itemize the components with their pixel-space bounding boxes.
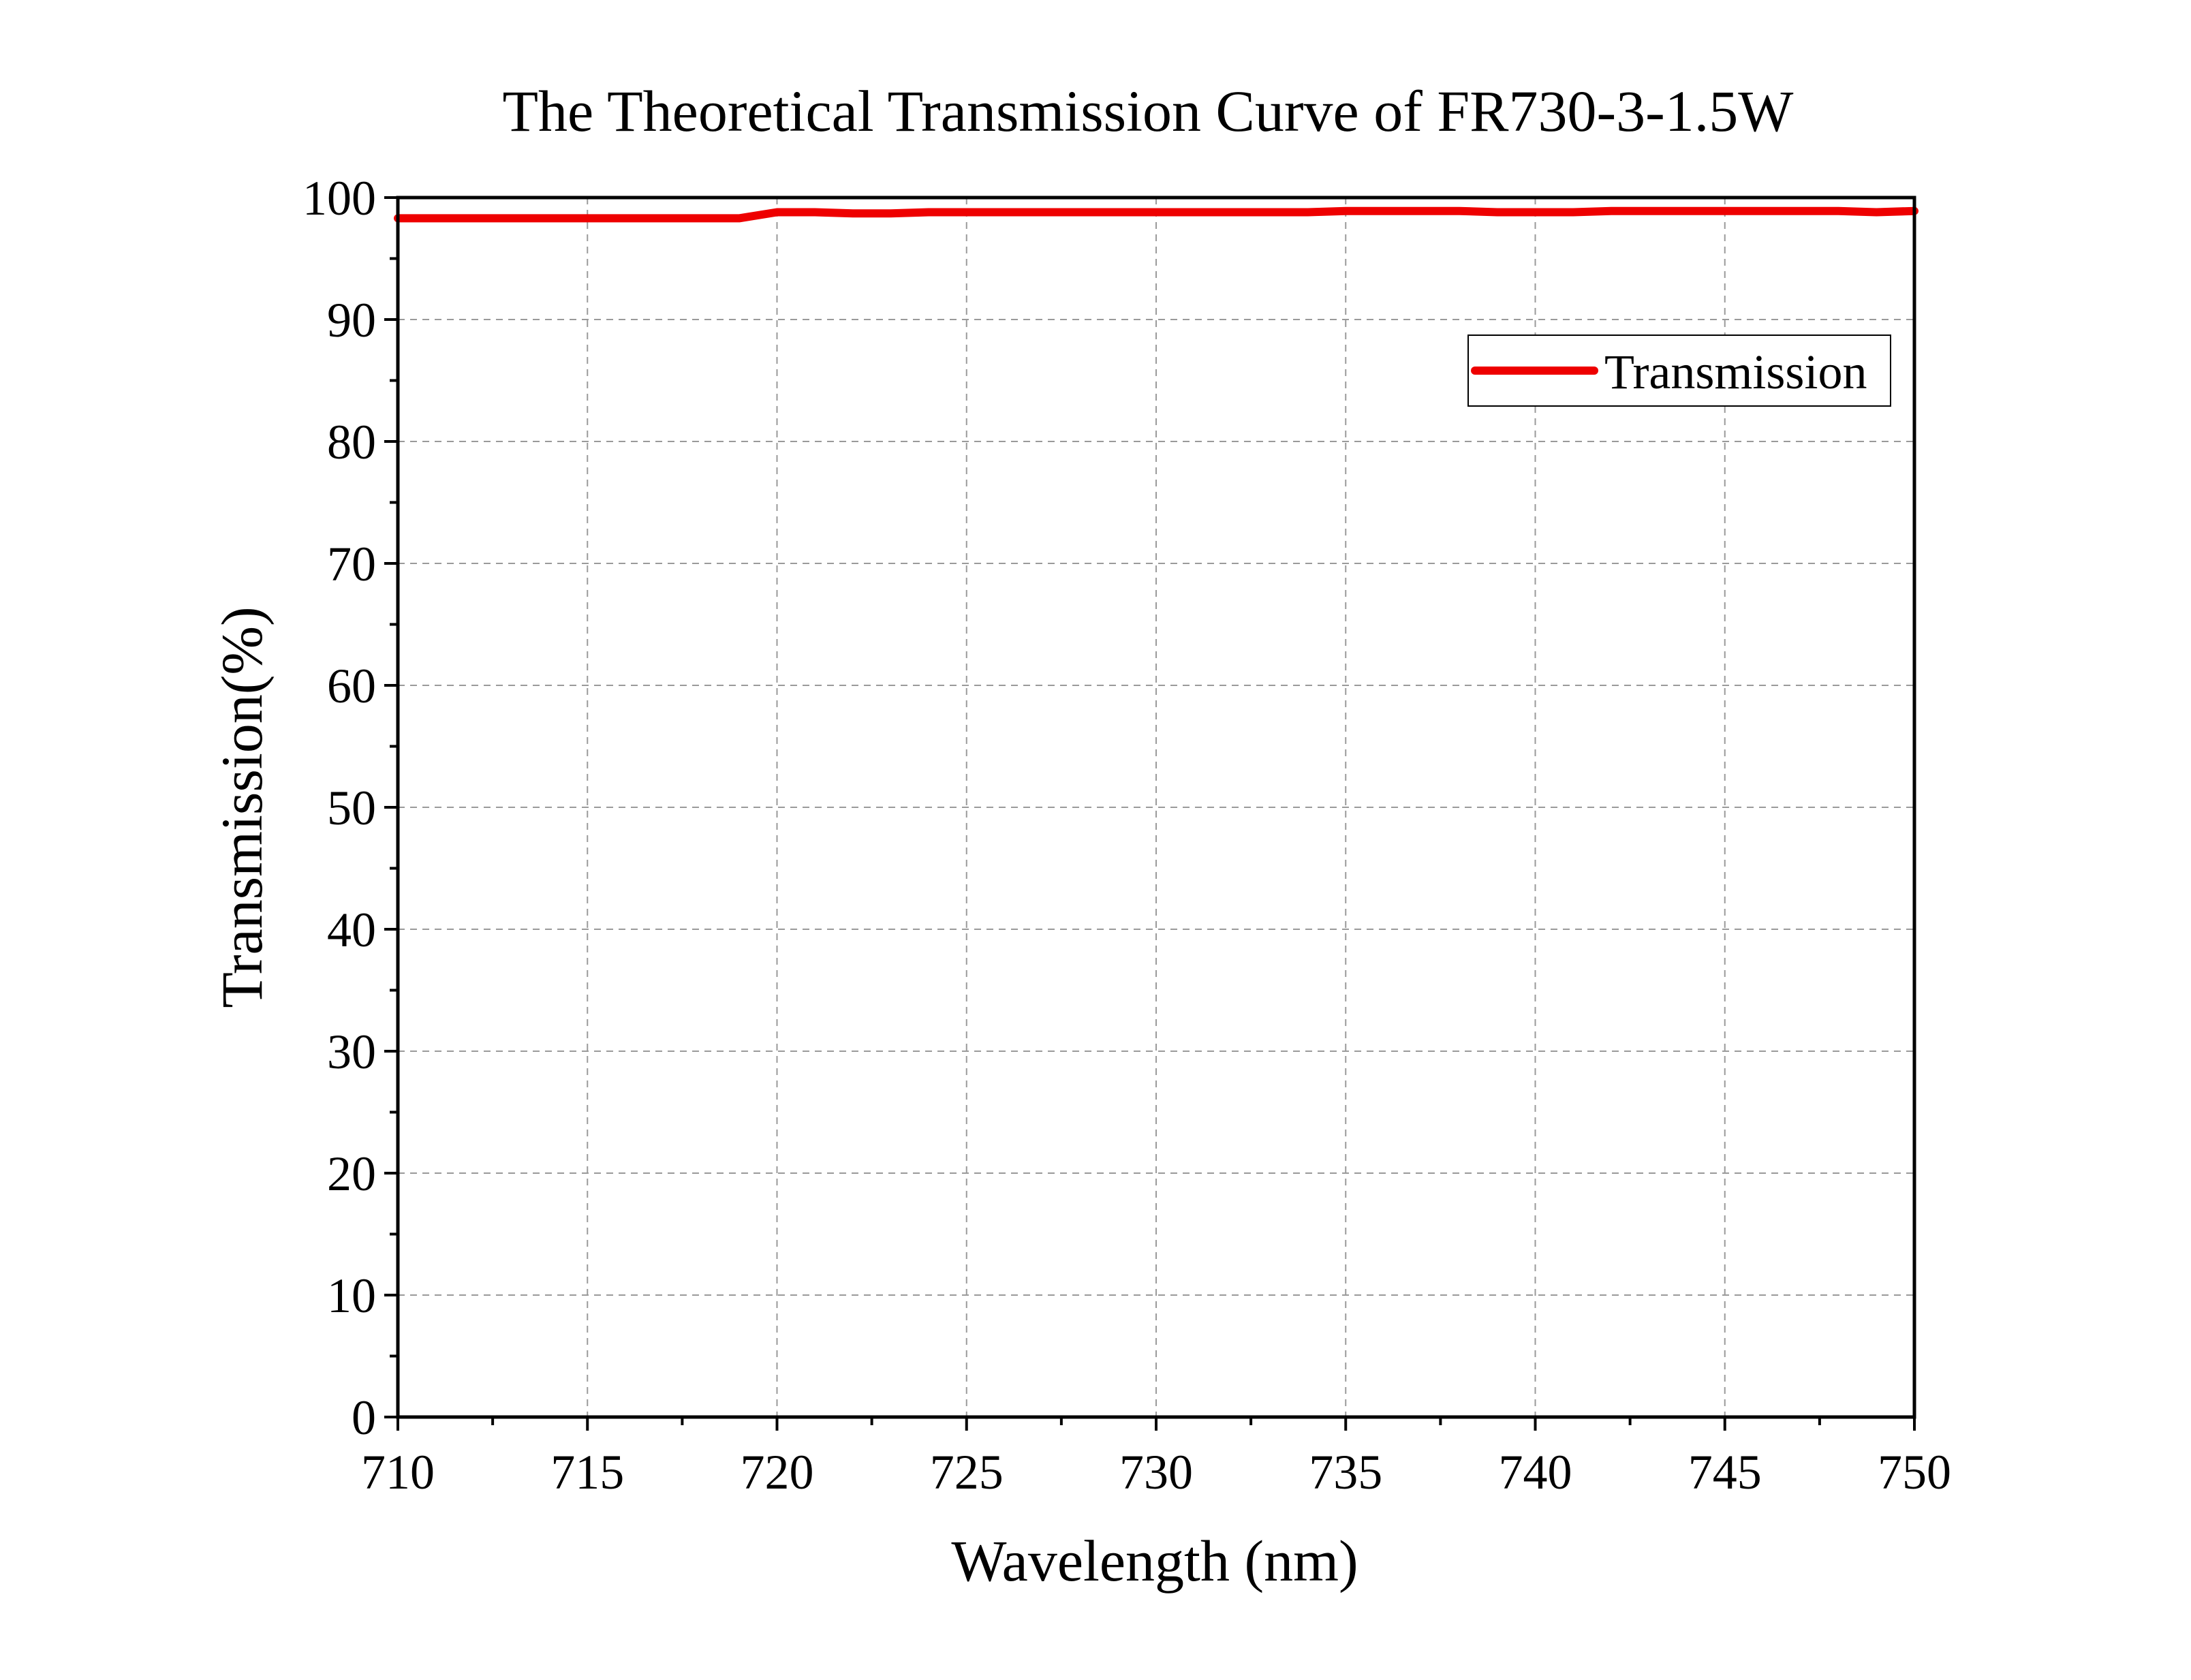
x-tick-label: 725 bbox=[930, 1445, 1004, 1499]
grid-layer bbox=[398, 198, 1914, 1417]
y-tick-label: 40 bbox=[327, 903, 376, 957]
y-tick-label: 50 bbox=[327, 781, 376, 835]
y-tick-label: 60 bbox=[327, 659, 376, 713]
x-tick-label: 745 bbox=[1688, 1445, 1762, 1499]
y-tick-label: 70 bbox=[327, 537, 376, 591]
x-tick-label: 730 bbox=[1119, 1445, 1193, 1499]
series-layer bbox=[394, 206, 1918, 223]
x-tick-label: 740 bbox=[1499, 1445, 1572, 1499]
y-tick-label: 0 bbox=[352, 1390, 376, 1445]
y-axis-label: Transmission(%) bbox=[209, 606, 275, 1008]
x-tick-label: 720 bbox=[741, 1445, 814, 1499]
x-tick-label: 735 bbox=[1309, 1445, 1382, 1499]
y-tick-label: 90 bbox=[327, 293, 376, 347]
x-axis-label: Wavelength (nm) bbox=[951, 1528, 1358, 1593]
legend-label: Transmission bbox=[1604, 345, 1867, 399]
x-tick-label: 750 bbox=[1878, 1445, 1951, 1499]
y-tick-label: 10 bbox=[327, 1269, 376, 1323]
y-tick-label: 80 bbox=[327, 415, 376, 469]
y-tick-label: 20 bbox=[327, 1147, 376, 1201]
y-tick-label: 30 bbox=[327, 1025, 376, 1079]
legend: Transmission bbox=[1467, 335, 1891, 407]
series-line-transmission bbox=[394, 206, 1918, 223]
chart-title: The Theoretical Transmission Curve of FR… bbox=[503, 78, 1794, 144]
x-tick-label: 710 bbox=[361, 1445, 435, 1499]
x-tick-label: 715 bbox=[550, 1445, 624, 1499]
y-tick-label: 100 bbox=[302, 171, 376, 225]
axis-layer: 710 715 720 725 730 735 740 745 750 0 10 20 30 40 50 60… bbox=[302, 171, 1951, 1499]
